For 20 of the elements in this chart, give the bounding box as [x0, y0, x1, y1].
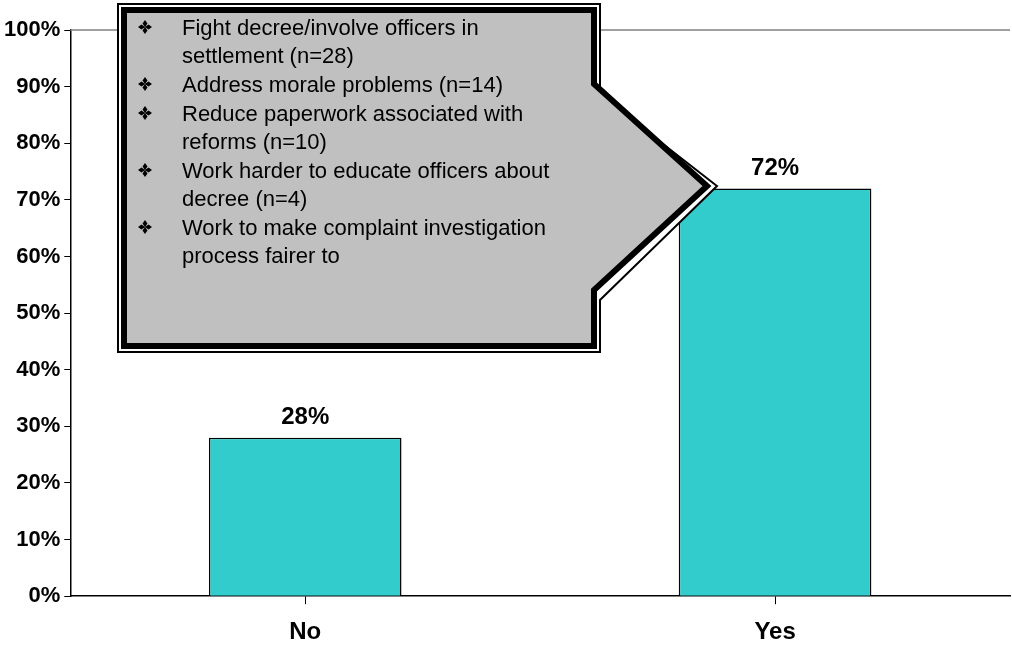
y-tick-label: 40%: [16, 355, 61, 381]
y-tick-label: 50%: [16, 299, 61, 325]
annotation: Work to make complaint investigation process fairer to: [182, 215, 546, 268]
y-tick-label: 10%: [16, 525, 61, 551]
y-tick-label: 30%: [16, 412, 61, 438]
data-label: 72%: [751, 153, 800, 181]
annotation: Work harder to educate officers about decree (n=4): [182, 158, 550, 211]
y-tick-label: 0%: [28, 582, 61, 608]
annotation: Address morale problems (n=14): [182, 72, 503, 97]
x-tick-label: No: [289, 617, 322, 645]
y-tick-label: 20%: [16, 469, 61, 495]
annotation: Fight decree/involve officers in settlement (n=28): [182, 15, 479, 68]
y-tick-label: 80%: [16, 129, 61, 155]
x-tick-label: Yes: [754, 617, 796, 645]
y-tick-label: 100%: [3, 16, 61, 42]
data-label: 28%: [281, 402, 330, 430]
annotation: Reduce paperwork associated with reforms (n=10): [182, 101, 524, 154]
y-tick-label: 90%: [16, 72, 61, 98]
y-tick-label: 70%: [16, 185, 61, 211]
y-tick-label: 60%: [16, 242, 61, 268]
